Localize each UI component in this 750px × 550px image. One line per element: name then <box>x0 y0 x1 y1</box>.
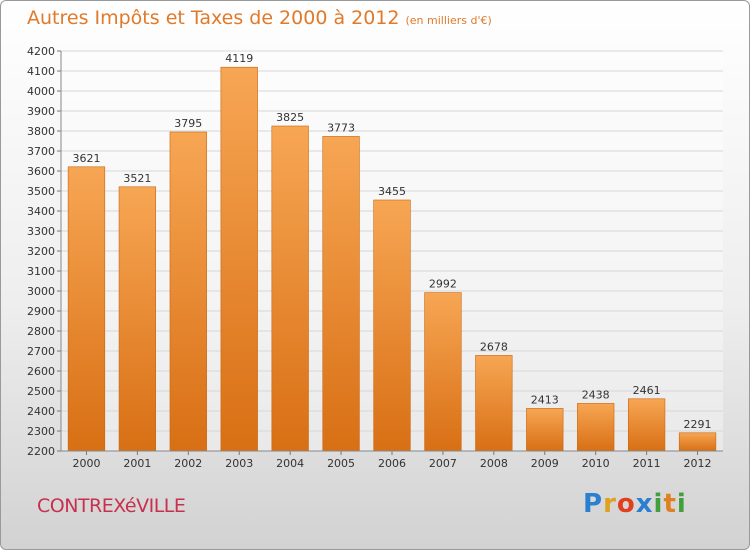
bars <box>67 66 717 452</box>
x-tick-label: 2004 <box>276 457 304 470</box>
y-tick-label: 3800 <box>27 125 55 138</box>
y-tick-label: 2900 <box>27 305 55 318</box>
y-tick-label: 2200 <box>27 445 55 458</box>
bar-2012 <box>678 432 717 452</box>
y-tick-label: 3300 <box>27 225 55 238</box>
x-tick-label: 2003 <box>225 457 253 470</box>
logo-letter: P <box>583 489 604 519</box>
x-tick-label: 2009 <box>531 457 559 470</box>
data-label-2009: 2413 <box>531 393 559 406</box>
y-tick-label: 3900 <box>27 105 55 118</box>
bar-2001 <box>118 186 157 452</box>
y-tick-label: 4100 <box>27 65 55 78</box>
y-tick-label: 3000 <box>27 285 55 298</box>
y-axis-ticks: 2200 2300 2400 2500 2600 2700 2800 2900 3000 3100… <box>27 45 61 458</box>
proxiti-logo[interactable]: Proxiti <box>583 489 687 519</box>
data-label-2000: 3621 <box>72 152 100 165</box>
data-label-2002: 3795 <box>174 117 202 130</box>
x-tick-label: 2000 <box>72 457 100 470</box>
data-label-2012: 2291 <box>684 418 712 431</box>
x-axis-ticks: 2000 2001 2002 2003 2004 2005 2006 2007 2008 2009… <box>72 451 712 470</box>
logo-letter: t <box>663 489 677 519</box>
data-label-2004: 3825 <box>276 111 304 124</box>
logo-letter: r <box>603 489 617 519</box>
y-tick-label: 3700 <box>27 145 55 158</box>
bar-2000 <box>67 166 106 452</box>
bar-2002 <box>169 131 207 452</box>
y-tick-label: 4000 <box>27 85 55 98</box>
y-tick-label: 2700 <box>27 345 55 358</box>
y-tick-label: 3100 <box>27 265 55 278</box>
commune-name: CONTREXéVILLE <box>37 495 186 517</box>
data-label-2005: 3773 <box>327 121 355 134</box>
bar-2009 <box>526 408 564 452</box>
data-label-2001: 3521 <box>123 172 151 185</box>
bar-2010 <box>577 403 615 452</box>
data-label-2010: 2438 <box>582 388 610 401</box>
logo-letter: i <box>653 489 664 519</box>
x-tick-label: 2002 <box>174 457 202 470</box>
title-text: Autres Impôts et Taxes de 2000 à 2012 <box>27 7 400 29</box>
y-tick-label: 3200 <box>27 245 55 258</box>
y-tick-label: 2400 <box>27 405 55 418</box>
x-tick-label: 2012 <box>684 457 712 470</box>
data-labels: 3621 3521 3795 4119 3825 3773 3455 2992 2678 2413… <box>72 52 711 431</box>
data-label-2007: 2992 <box>429 278 457 291</box>
y-tick-label: 2800 <box>27 325 55 338</box>
x-tick-label: 2010 <box>582 457 610 470</box>
y-tick-label: 2300 <box>27 425 55 438</box>
y-tick-label: 4200 <box>27 45 55 58</box>
x-tick-label: 2006 <box>378 457 406 470</box>
bar-2007 <box>424 292 462 452</box>
y-tick-label: 3500 <box>27 185 55 198</box>
y-tick-label: 3400 <box>27 205 55 218</box>
y-tick-label: 3600 <box>27 165 55 178</box>
data-label-2011: 2461 <box>633 384 661 397</box>
bar-2006 <box>373 199 411 452</box>
y-tick-label: 2600 <box>27 365 55 378</box>
y-tick-label: 2500 <box>27 385 55 398</box>
data-label-2006: 3455 <box>378 185 406 198</box>
logo-letter: x <box>635 489 654 519</box>
x-tick-label: 2005 <box>327 457 355 470</box>
chart-title: Autres Impôts et Taxes de 2000 à 2012 (en… <box>27 7 492 29</box>
bar-2004 <box>271 125 309 452</box>
bar-2005 <box>322 136 360 452</box>
data-label-2003: 4119 <box>225 52 253 65</box>
data-label-2008: 2678 <box>480 340 508 353</box>
x-tick-label: 2011 <box>633 457 661 470</box>
bar-2008 <box>475 355 513 452</box>
x-tick-label: 2008 <box>480 457 508 470</box>
logo-letter: o <box>616 489 636 519</box>
bar-2003 <box>220 66 258 452</box>
x-tick-label: 2007 <box>429 457 457 470</box>
x-tick-label: 2001 <box>123 457 151 470</box>
unit-note: (en milliers d'€) <box>405 14 492 27</box>
logo-letter: i <box>676 489 687 519</box>
bar-2011 <box>627 398 666 452</box>
